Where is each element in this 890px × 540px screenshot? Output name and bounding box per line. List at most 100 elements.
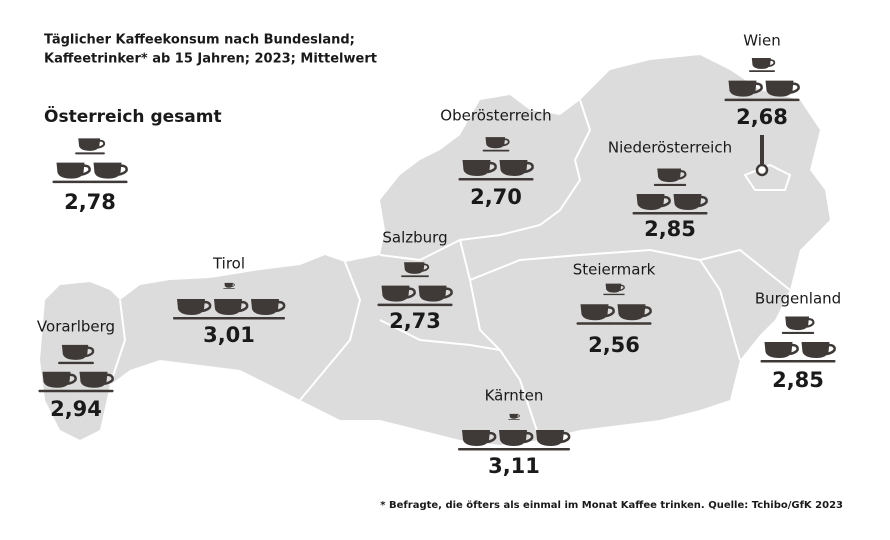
- cup-body: [61, 344, 89, 360]
- cup-group: [576, 283, 652, 325]
- cup-handle: [523, 431, 534, 444]
- region-name: Salzburg: [382, 229, 447, 247]
- cup-body: [93, 162, 122, 179]
- cup-handle: [443, 287, 453, 299]
- cup-body: [785, 316, 810, 331]
- region-borders: [109, 99, 792, 441]
- saucer: [495, 448, 533, 451]
- cup-group: [632, 168, 708, 215]
- region-value: 2,73: [389, 309, 441, 333]
- cup-group: [724, 58, 800, 102]
- saucer: [669, 212, 708, 215]
- cup-body: [462, 160, 491, 176]
- saucer: [760, 360, 799, 363]
- cup: [532, 430, 571, 451]
- cup: [58, 344, 95, 365]
- cup: [414, 285, 453, 307]
- cup: [653, 168, 687, 186]
- cup: [576, 304, 615, 325]
- cup-handle: [104, 373, 114, 386]
- cup-body: [78, 138, 101, 151]
- cup-handle: [605, 305, 615, 318]
- cup-body: [673, 194, 702, 210]
- cup-handle: [118, 164, 128, 176]
- cup: [377, 285, 416, 307]
- cup: [495, 160, 534, 181]
- saucer: [173, 317, 211, 320]
- region-name: Burgenland: [755, 290, 841, 308]
- cup-body: [617, 304, 646, 321]
- cup: [669, 194, 708, 215]
- cup-handle: [768, 59, 776, 68]
- region-name: Vorarlberg: [37, 318, 115, 336]
- cup: [401, 262, 430, 278]
- saucer: [532, 448, 570, 451]
- cup-group: [38, 344, 114, 393]
- cup: [89, 162, 128, 184]
- region-name: Tirol: [212, 255, 245, 273]
- saucer: [377, 303, 416, 307]
- region-name: Oberösterreich: [440, 107, 551, 125]
- saucer: [495, 178, 534, 181]
- cup-body: [418, 285, 447, 302]
- cup-body: [801, 342, 830, 358]
- cup-body: [79, 371, 108, 388]
- subtitle: Kaffeetrinker* ab 15 Jahren; 2023; Mitte…: [44, 52, 377, 67]
- saucer: [749, 70, 775, 72]
- cup-handle: [642, 305, 652, 318]
- cup-handle: [806, 318, 815, 328]
- cup-body: [224, 282, 233, 288]
- cup-handle: [516, 414, 520, 418]
- cup: [458, 430, 497, 451]
- saucer: [613, 322, 652, 325]
- cup-body: [177, 299, 205, 315]
- cup-body: [728, 80, 757, 97]
- cup-body: [499, 430, 527, 446]
- cup-handle: [85, 346, 95, 358]
- saucer: [223, 288, 235, 290]
- saucer: [401, 275, 429, 278]
- cup-handle: [486, 431, 497, 444]
- cup-handle: [619, 284, 625, 292]
- cup-handle: [661, 195, 671, 208]
- region-value: 3,11: [488, 454, 540, 478]
- cup-handle: [826, 343, 836, 356]
- saucer: [75, 152, 105, 155]
- cup: [760, 342, 799, 363]
- cup-body: [251, 299, 279, 315]
- total-value: 2,78: [64, 190, 116, 214]
- cup-handle: [487, 161, 497, 174]
- cup-body: [764, 342, 793, 358]
- region-value: 2,56: [588, 333, 640, 357]
- cup-handle: [97, 139, 106, 149]
- cup: [173, 299, 212, 320]
- cup-handle: [753, 82, 763, 94]
- cup-body: [462, 430, 490, 446]
- saucer: [75, 389, 114, 393]
- saucer: [603, 293, 625, 296]
- cup: [223, 282, 235, 290]
- cup-body: [56, 162, 85, 179]
- cup-body: [381, 285, 410, 302]
- cup: [75, 138, 106, 155]
- cup-group: [52, 138, 128, 184]
- saucer: [632, 212, 671, 215]
- cup: [458, 160, 497, 181]
- cup-handle: [201, 300, 212, 313]
- title: Täglicher Kaffeekonsum nach Bundesland;: [44, 33, 355, 48]
- cup-body: [499, 160, 528, 176]
- saucer: [797, 360, 836, 363]
- saucer: [458, 178, 497, 181]
- cup-body: [509, 413, 518, 419]
- region-value: 2,68: [736, 105, 788, 129]
- cup: [247, 299, 286, 320]
- cup: [495, 430, 534, 451]
- region-name: Wien: [743, 32, 780, 50]
- cup: [603, 283, 625, 296]
- cup-body: [485, 137, 506, 149]
- cup-body: [605, 283, 622, 293]
- saucer: [781, 331, 815, 334]
- cup-group: [458, 137, 534, 181]
- saucer: [38, 389, 77, 393]
